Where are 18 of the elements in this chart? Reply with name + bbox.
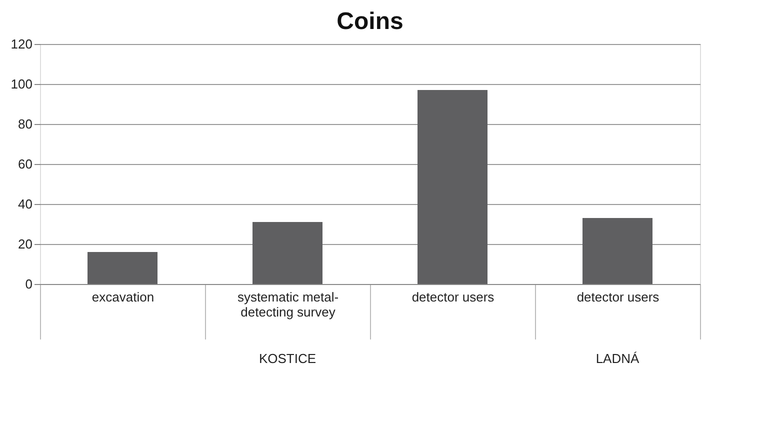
x-tick-label: detector users bbox=[576, 290, 660, 304]
x-tick-label: excavation bbox=[92, 290, 154, 304]
y-tick-label: 100 bbox=[10, 76, 32, 92]
y-tick-label: 0 bbox=[25, 276, 32, 292]
text: KOSTICE bbox=[258, 351, 316, 366]
y-tick-label: 60 bbox=[18, 156, 32, 172]
y-tick-label: 40 bbox=[18, 196, 32, 212]
bar bbox=[418, 90, 488, 284]
y-tick-label: 80 bbox=[18, 116, 32, 132]
bar bbox=[582, 218, 652, 284]
bar bbox=[88, 252, 158, 284]
text: LADNÁ bbox=[596, 351, 640, 366]
y-tick-label: 120 bbox=[10, 36, 32, 52]
bar bbox=[252, 222, 322, 284]
x-tick-label: systematic metal-detecting survey bbox=[237, 290, 339, 320]
chart-title: Coins bbox=[336, 8, 404, 35]
y-tick-label: 20 bbox=[18, 236, 32, 252]
x-tick-label: detector users bbox=[412, 290, 495, 304]
